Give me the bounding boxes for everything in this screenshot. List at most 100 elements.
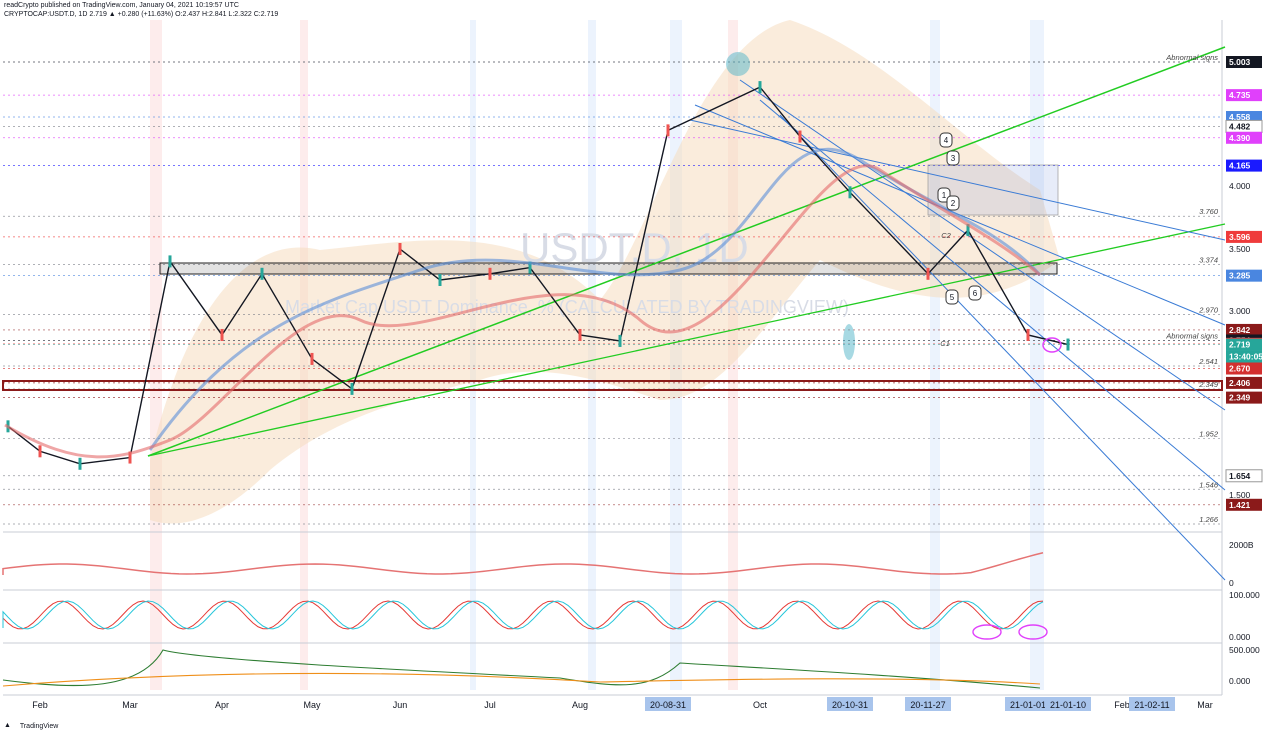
time-label-3: May [303,700,321,710]
time-tag-box-7 [645,697,691,711]
axis-label-1: 3.500 [1229,244,1251,254]
candle-19 [926,267,930,280]
price-tag-13: 2.670 [1229,364,1251,374]
time-tag-box-14 [1129,697,1175,711]
stoch-d-line [2,600,1044,630]
time-label-14: 21-02-11 [1134,700,1169,710]
price-tag-11: 2.719 [1229,340,1251,350]
price-tag-box-5 [1226,159,1262,172]
inline-label-1: 3.760 [1199,207,1219,216]
price-tag-6: 3.596 [1229,232,1251,242]
trendline-green-upper [147,46,1226,457]
price-tag-box-8 [1226,323,1262,336]
price-tag-17: 1.421 [1229,500,1251,510]
wave-label-box-1 [946,150,960,166]
price-tag-box-1 [1226,89,1262,102]
price-tag-14: 2.406 [1229,378,1251,388]
time-tag-box-9 [827,697,873,711]
axis-label-0: 4.000 [1229,181,1251,191]
obv-axis-top: 500.000 [1229,645,1260,655]
obv-axis-bottom: 0.000 [1229,676,1251,686]
price-tag-7: 3.285 [1229,271,1251,281]
price-tag-1: 4.735 [1229,90,1251,100]
candle-1 [38,445,42,458]
time-label-8: Oct [753,700,768,710]
obv-signal-line [2,672,1041,687]
volume-axis-top: 2000B [1229,540,1254,550]
time-label-11: 21-01-01 [1010,700,1046,710]
watermark-subtitle: Market Cap USDT Dominance, % (CALCULATED… [285,297,849,317]
trendline-blue-4 [689,119,1226,241]
publisher-line: readCrypto published on TradingView.com,… [4,2,239,9]
volume-axis-bottom: 0 [1229,578,1234,588]
symbol-line: CRYPTOCAP:USDT.D, 1D 2.719 ▲ +0.280 (+11… [4,11,279,18]
time-tag-box-10 [905,697,951,711]
candle-12 [528,261,532,274]
obv-line [2,649,1041,689]
price-tag-box-16 [1225,469,1263,483]
inline-label-9: 1.266 [1199,515,1219,524]
trendline-blue-2 [759,99,1226,491]
inline-label-0: Abnormal signs [1165,53,1218,62]
candle-7 [310,352,314,365]
price-tag-box-4 [1226,131,1262,144]
inline-label-11: C1 [940,339,950,348]
axis-label-2: 3.000 [1229,306,1251,316]
candle-15 [666,124,670,137]
time-label-7: 20-08-31 [650,700,686,710]
price-tag-box-6 [1226,230,1262,243]
support-band [2,380,1223,391]
stoch-axis-top: 100.000 [1229,590,1260,600]
time-label-15: Mar [1197,700,1213,710]
stoch-axis-bottom: 0.000 [1229,632,1251,642]
current-highlight-circle [1042,337,1062,353]
price-tag-15: 2.349 [1229,393,1251,403]
wave-label-5: 5 [950,293,955,302]
mid-highlight-ellipse [843,324,855,360]
wave-label-box-5 [968,285,982,301]
time-label-6: Aug [572,700,588,710]
wave-label-1: 1 [942,191,947,200]
background-band-6 [930,20,940,690]
candle-14 [618,334,622,347]
candle-10 [438,274,442,286]
inline-label-4: Abnormal signs [1165,331,1218,340]
ichimoku-cloud [150,20,1060,524]
candle-16 [758,81,762,94]
candle-17 [798,130,802,143]
candle-21 [1026,328,1030,341]
time-label-4: Jun [393,700,408,710]
trendline-blue-3 [779,114,1226,581]
candle-8 [350,382,354,395]
price-tag-box-13 [1226,362,1262,375]
stoch-k-line [2,600,1044,630]
wave-label-2: 2 [951,199,956,208]
candle-13 [578,328,582,341]
price-tag-box-11 [1226,338,1262,351]
candle-11 [488,267,492,280]
axis-label-3: 1.500 [1229,490,1251,500]
candle-5 [220,328,224,341]
candle-4 [168,255,172,268]
time-tag-box-11 [1005,697,1051,711]
trendline-green-lower [147,223,1226,457]
price-tag-4: 4.390 [1229,133,1251,143]
background-band-0 [150,20,162,690]
price-tag-5: 4.165 [1229,161,1251,171]
time-tag-box-12 [1045,697,1091,711]
top-highlight-circle [726,52,750,76]
inline-label-8: 1.546 [1199,480,1219,489]
time-label-12: 21-01-10 [1050,700,1086,710]
stoch-oversold-circle-1 [972,624,1002,640]
tradingview-brand: ▲ TradingView [4,722,59,730]
wave-label-box-3 [946,195,960,211]
time-label-0: Feb [32,700,48,710]
candle-6 [260,267,264,280]
price-tag-box-15 [1226,391,1262,404]
price-tag-box-17 [1226,498,1262,511]
inline-label-3: 2.970 [1198,306,1219,315]
inline-label-7: 1.952 [1199,430,1219,439]
tradingview-logo-icon: ▲ [4,722,11,729]
wave-label-box-4 [945,289,959,305]
